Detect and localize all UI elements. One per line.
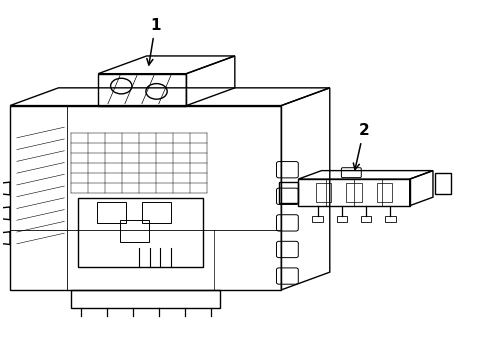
Bar: [313, 216, 323, 222]
Bar: [97, 202, 126, 223]
Bar: [142, 202, 171, 223]
Bar: [121, 220, 149, 242]
Bar: [316, 183, 331, 202]
Bar: [377, 183, 392, 202]
Text: 2: 2: [353, 123, 369, 170]
Bar: [337, 216, 347, 222]
Bar: [346, 183, 362, 202]
Bar: [385, 216, 395, 222]
Text: 1: 1: [147, 18, 161, 65]
Bar: [361, 216, 371, 222]
